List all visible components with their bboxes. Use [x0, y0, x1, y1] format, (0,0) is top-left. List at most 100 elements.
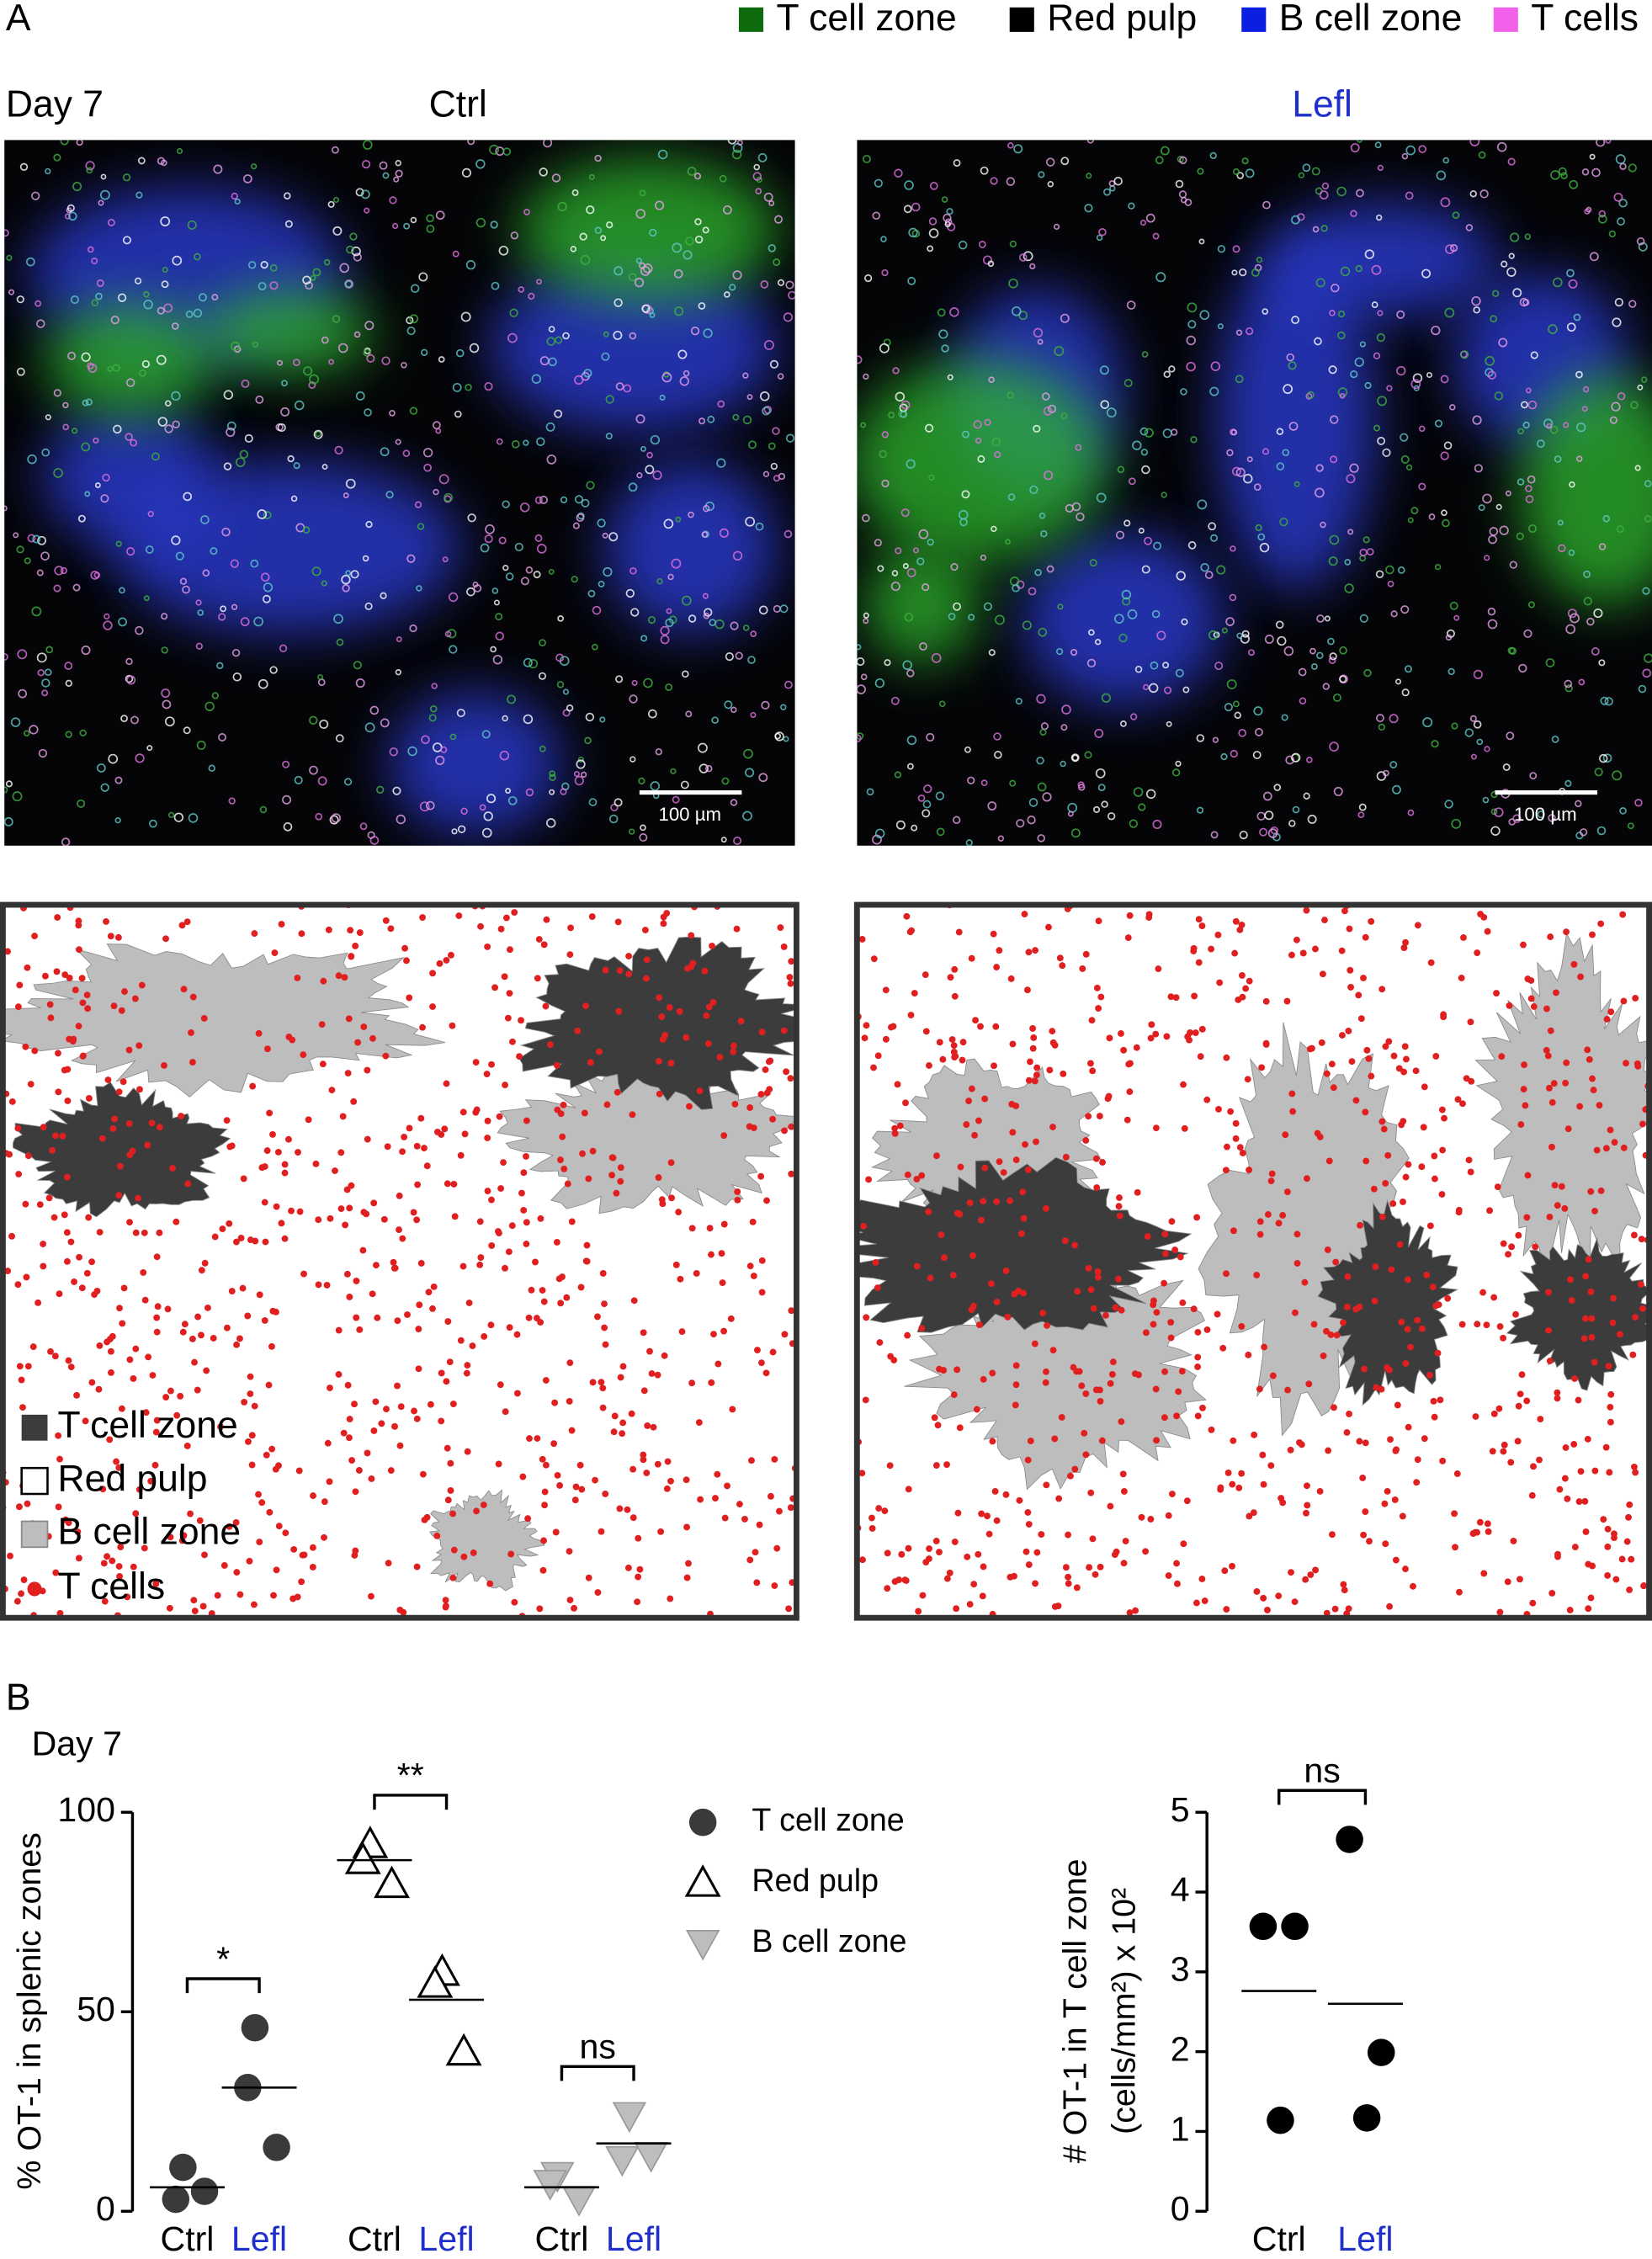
- data-point: [1281, 1912, 1309, 1941]
- cell: [988, 376, 995, 384]
- t-cell-dot: [56, 1455, 63, 1463]
- cell: [77, 514, 86, 523]
- t-cell-dot: [1246, 1512, 1253, 1520]
- cell: [1510, 232, 1520, 242]
- t-cell-dot: [1405, 1423, 1412, 1431]
- t-cell-dot: [335, 972, 343, 980]
- t-cell-dot: [1016, 1496, 1023, 1504]
- cell: [216, 662, 224, 670]
- cell: [1329, 652, 1337, 661]
- t-cell-dot: [1418, 1163, 1426, 1171]
- cell: [908, 227, 918, 237]
- cell: [742, 811, 752, 821]
- cell: [784, 680, 793, 689]
- cell: [900, 508, 910, 518]
- t-cell-dot: [701, 967, 709, 975]
- cell: [1306, 391, 1315, 399]
- t-cell-dot: [513, 1390, 521, 1397]
- cell: [1487, 370, 1496, 380]
- t-cell-dot: [1223, 1054, 1230, 1061]
- cell: [1589, 153, 1596, 160]
- cell: [176, 147, 183, 155]
- cell: [1548, 814, 1556, 822]
- t-cell-dot: [1112, 1304, 1119, 1311]
- cell: [1375, 570, 1384, 578]
- legend-swatch: [738, 7, 764, 32]
- t-cell-dot: [686, 1103, 693, 1110]
- t-cell-dot: [1029, 1024, 1037, 1032]
- t-cell-dot: [383, 1406, 390, 1413]
- t-cell-dot: [1099, 1159, 1106, 1166]
- cell: [402, 449, 411, 457]
- t-cell-dot: [233, 1238, 240, 1246]
- t-cell-dot: [1215, 1105, 1222, 1113]
- t-cell-dot: [1174, 1580, 1181, 1587]
- t-cell-dot: [1304, 1502, 1311, 1509]
- cell: [1377, 310, 1384, 316]
- cell: [640, 824, 646, 832]
- t-cell-dot: [364, 1449, 371, 1457]
- cell: [1598, 753, 1608, 763]
- condition-label: Ctrl: [429, 84, 487, 125]
- t-cell-dot: [993, 1517, 1001, 1524]
- t-cell-dot: [72, 986, 79, 994]
- cell: [736, 140, 743, 146]
- cell: [546, 818, 556, 828]
- t-cell-dot: [1229, 1562, 1235, 1570]
- t-cell-dot: [1373, 1384, 1380, 1391]
- t-cell-dot: [1484, 1520, 1491, 1528]
- cell: [994, 614, 1005, 625]
- t-cell-dot: [178, 922, 186, 929]
- t-cell-dot: [1345, 1027, 1352, 1034]
- cell: [605, 433, 613, 440]
- cell: [1349, 463, 1359, 473]
- b-zone-stain: [389, 691, 562, 836]
- y-axis-label: # OT-1 in T cell zone: [1057, 1859, 1094, 2164]
- cell: [1217, 245, 1226, 253]
- t-cell-dot: [1439, 1457, 1447, 1464]
- t-cell-dot: [1238, 1323, 1246, 1330]
- cell: [496, 438, 503, 445]
- cell: [1324, 615, 1331, 622]
- t-cell-dot: [444, 1180, 451, 1188]
- t-cell-dot: [748, 1457, 755, 1464]
- cell: [315, 812, 323, 821]
- t-cell-dot: [581, 1109, 588, 1117]
- t-cell-dot: [177, 1392, 184, 1400]
- cell: [1634, 465, 1641, 471]
- t-cell-dot: [763, 1197, 770, 1204]
- cell: [1148, 683, 1159, 694]
- cell: [571, 189, 579, 196]
- cell: [1373, 424, 1381, 432]
- cell: [122, 173, 131, 182]
- cell: [134, 277, 142, 284]
- cell: [258, 678, 268, 689]
- t-cell-dot: [61, 1211, 68, 1219]
- t-cell-dot: [95, 1385, 103, 1393]
- cell: [1506, 731, 1515, 741]
- t-cell-dot: [1275, 1592, 1283, 1600]
- t-cell-dot: [1065, 1573, 1072, 1581]
- t-cell-dot: [269, 1307, 277, 1315]
- cell: [279, 644, 288, 653]
- cell: [1327, 637, 1335, 646]
- cell: [1175, 668, 1184, 678]
- t-cell-dot: [1561, 1475, 1569, 1482]
- t-cell-dot: [567, 924, 574, 932]
- cell: [277, 359, 284, 366]
- cell: [1597, 215, 1607, 224]
- cell: [1549, 426, 1559, 434]
- t-cell-dot: [1079, 965, 1086, 972]
- t-cell-dot: [678, 1328, 686, 1336]
- t-cell-dot: [1501, 1441, 1508, 1448]
- t-cell-dot: [247, 1236, 254, 1244]
- t-cell-dot: [1493, 990, 1501, 997]
- t-cell-dot: [29, 1343, 37, 1351]
- cell: [857, 732, 864, 740]
- t-cell-dot: [1584, 1435, 1591, 1443]
- t-cell-dot: [1033, 1549, 1041, 1556]
- cell: [1359, 341, 1366, 348]
- t-cell-dot: [1404, 1326, 1411, 1333]
- cell: [349, 232, 358, 241]
